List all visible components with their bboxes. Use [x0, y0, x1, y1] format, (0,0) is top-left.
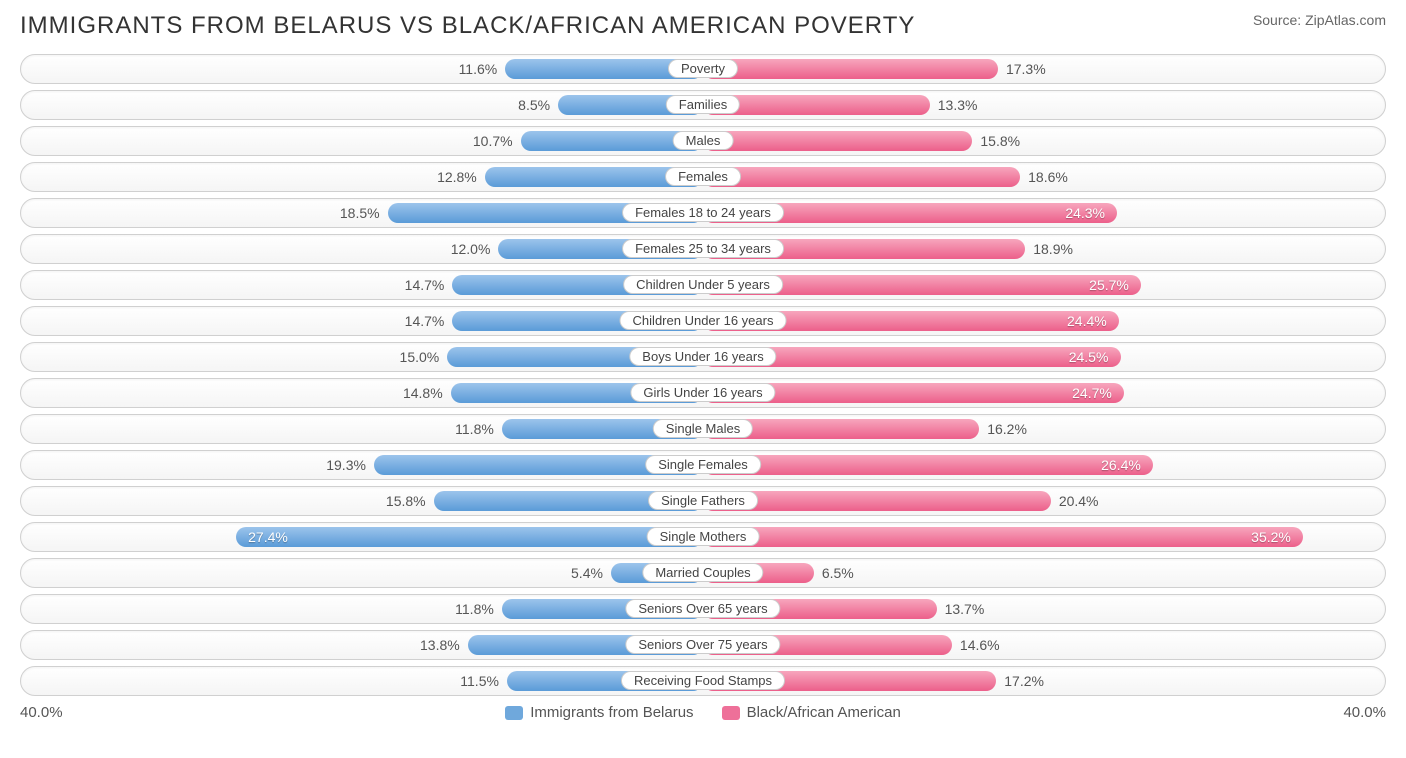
value-label-left: 19.3%: [326, 457, 366, 473]
chart-row: 15.8% 20.4% Single Fathers: [20, 486, 1386, 516]
chart-row: 12.0% 18.9% Females 25 to 34 years: [20, 234, 1386, 264]
axis-max-right: 40.0%: [1343, 704, 1386, 721]
value-label-right: 15.8%: [980, 133, 1020, 149]
chart-row: 15.0% 24.5% Boys Under 16 years: [20, 342, 1386, 372]
value-label-right: 35.2%: [1251, 529, 1291, 545]
value-label-right: 13.3%: [938, 97, 978, 113]
chart-row: 12.8% 18.6% Females: [20, 162, 1386, 192]
value-label-left: 14.7%: [405, 277, 445, 293]
value-label-left: 18.5%: [340, 205, 380, 221]
value-label-right: 14.6%: [960, 637, 1000, 653]
bar-right: [703, 167, 1020, 187]
chart-row: 11.8% 13.7% Seniors Over 65 years: [20, 594, 1386, 624]
chart-row: 18.5% 24.3% Females 18 to 24 years: [20, 198, 1386, 228]
value-label-right: 26.4%: [1101, 457, 1141, 473]
category-label: Poverty: [668, 59, 738, 78]
category-label: Males: [673, 131, 734, 150]
value-label-right: 18.9%: [1033, 241, 1073, 257]
value-label-right: 13.7%: [945, 601, 985, 617]
chart-row: 11.6% 17.3% Poverty: [20, 54, 1386, 84]
value-label-left: 27.4%: [248, 529, 288, 545]
chart-row: 10.7% 15.8% Males: [20, 126, 1386, 156]
category-label: Females: [665, 167, 741, 186]
axis-max-left: 40.0%: [20, 704, 63, 721]
bar-left: [236, 527, 703, 547]
value-label-left: 14.7%: [405, 313, 445, 329]
chart-row: 8.5% 13.3% Families: [20, 90, 1386, 120]
value-label-left: 15.0%: [400, 349, 440, 365]
value-label-left: 14.8%: [403, 385, 443, 401]
category-label: Single Females: [645, 455, 761, 474]
category-label: Females 18 to 24 years: [622, 203, 784, 222]
value-label-right: 17.2%: [1004, 673, 1044, 689]
chart-row: 27.4% 35.2% Single Mothers: [20, 522, 1386, 552]
value-label-right: 18.6%: [1028, 169, 1068, 185]
category-label: Girls Under 16 years: [630, 383, 775, 402]
value-label-left: 11.5%: [460, 673, 499, 689]
chart-area: 11.6%17.3%Poverty8.5%13.3%Families10.7%1…: [20, 54, 1386, 696]
chart-row: 14.7% 24.4% Children Under 16 years: [20, 306, 1386, 336]
value-label-right: 24.4%: [1067, 313, 1107, 329]
value-label-right: 24.3%: [1065, 205, 1105, 221]
chart-footer: 40.0% Immigrants from Belarus Black/Afri…: [20, 704, 1386, 721]
legend: Immigrants from Belarus Black/African Am…: [505, 704, 901, 721]
value-label-right: 24.5%: [1069, 349, 1109, 365]
chart-source: Source: ZipAtlas.com: [1253, 12, 1386, 28]
value-label-left: 11.8%: [455, 421, 494, 437]
value-label-left: 11.8%: [455, 601, 494, 617]
bar-right: [703, 455, 1153, 475]
value-label-right: 24.7%: [1072, 385, 1112, 401]
category-label: Children Under 16 years: [620, 311, 787, 330]
category-label: Families: [666, 95, 740, 114]
category-label: Boys Under 16 years: [629, 347, 776, 366]
value-label-right: 16.2%: [987, 421, 1027, 437]
category-label: Single Mothers: [647, 527, 760, 546]
value-label-left: 15.8%: [386, 493, 426, 509]
legend-item-left: Immigrants from Belarus: [505, 704, 693, 721]
value-label-right: 17.3%: [1006, 61, 1046, 77]
value-label-left: 10.7%: [473, 133, 513, 149]
chart-row: 11.5% 17.2% Receiving Food Stamps: [20, 666, 1386, 696]
chart-row: 13.8% 14.6% Seniors Over 75 years: [20, 630, 1386, 660]
value-label-left: 5.4%: [571, 565, 603, 581]
category-label: Single Males: [653, 419, 753, 438]
value-label-left: 12.0%: [451, 241, 491, 257]
value-label-right: 20.4%: [1059, 493, 1099, 509]
bar-right: [703, 59, 998, 79]
category-label: Single Fathers: [648, 491, 758, 510]
chart-row: 5.4% 6.5% Married Couples: [20, 558, 1386, 588]
chart-title: IMMIGRANTS FROM BELARUS VS BLACK/AFRICAN…: [20, 12, 915, 40]
category-label: Children Under 5 years: [623, 275, 783, 294]
category-label: Married Couples: [642, 563, 763, 582]
legend-label-left: Immigrants from Belarus: [530, 704, 693, 721]
value-label-left: 13.8%: [420, 637, 460, 653]
bar-right: [703, 131, 972, 151]
value-label-right: 6.5%: [822, 565, 854, 581]
value-label-left: 12.8%: [437, 169, 477, 185]
legend-swatch-left: [505, 706, 523, 720]
value-label-right: 25.7%: [1089, 277, 1129, 293]
category-label: Receiving Food Stamps: [621, 671, 785, 690]
category-label: Females 25 to 34 years: [622, 239, 784, 258]
legend-swatch-right: [722, 706, 740, 720]
chart-row: 14.8% 24.7% Girls Under 16 years: [20, 378, 1386, 408]
chart-row: 19.3% 26.4% Single Females: [20, 450, 1386, 480]
chart-header: IMMIGRANTS FROM BELARUS VS BLACK/AFRICAN…: [20, 12, 1386, 40]
value-label-left: 11.6%: [459, 61, 498, 77]
legend-label-right: Black/African American: [747, 704, 901, 721]
category-label: Seniors Over 75 years: [625, 635, 780, 654]
value-label-left: 8.5%: [518, 97, 550, 113]
category-label: Seniors Over 65 years: [625, 599, 780, 618]
legend-item-right: Black/African American: [722, 704, 901, 721]
bar-right: [703, 527, 1303, 547]
chart-row: 11.8% 16.2% Single Males: [20, 414, 1386, 444]
chart-row: 14.7% 25.7% Children Under 5 years: [20, 270, 1386, 300]
